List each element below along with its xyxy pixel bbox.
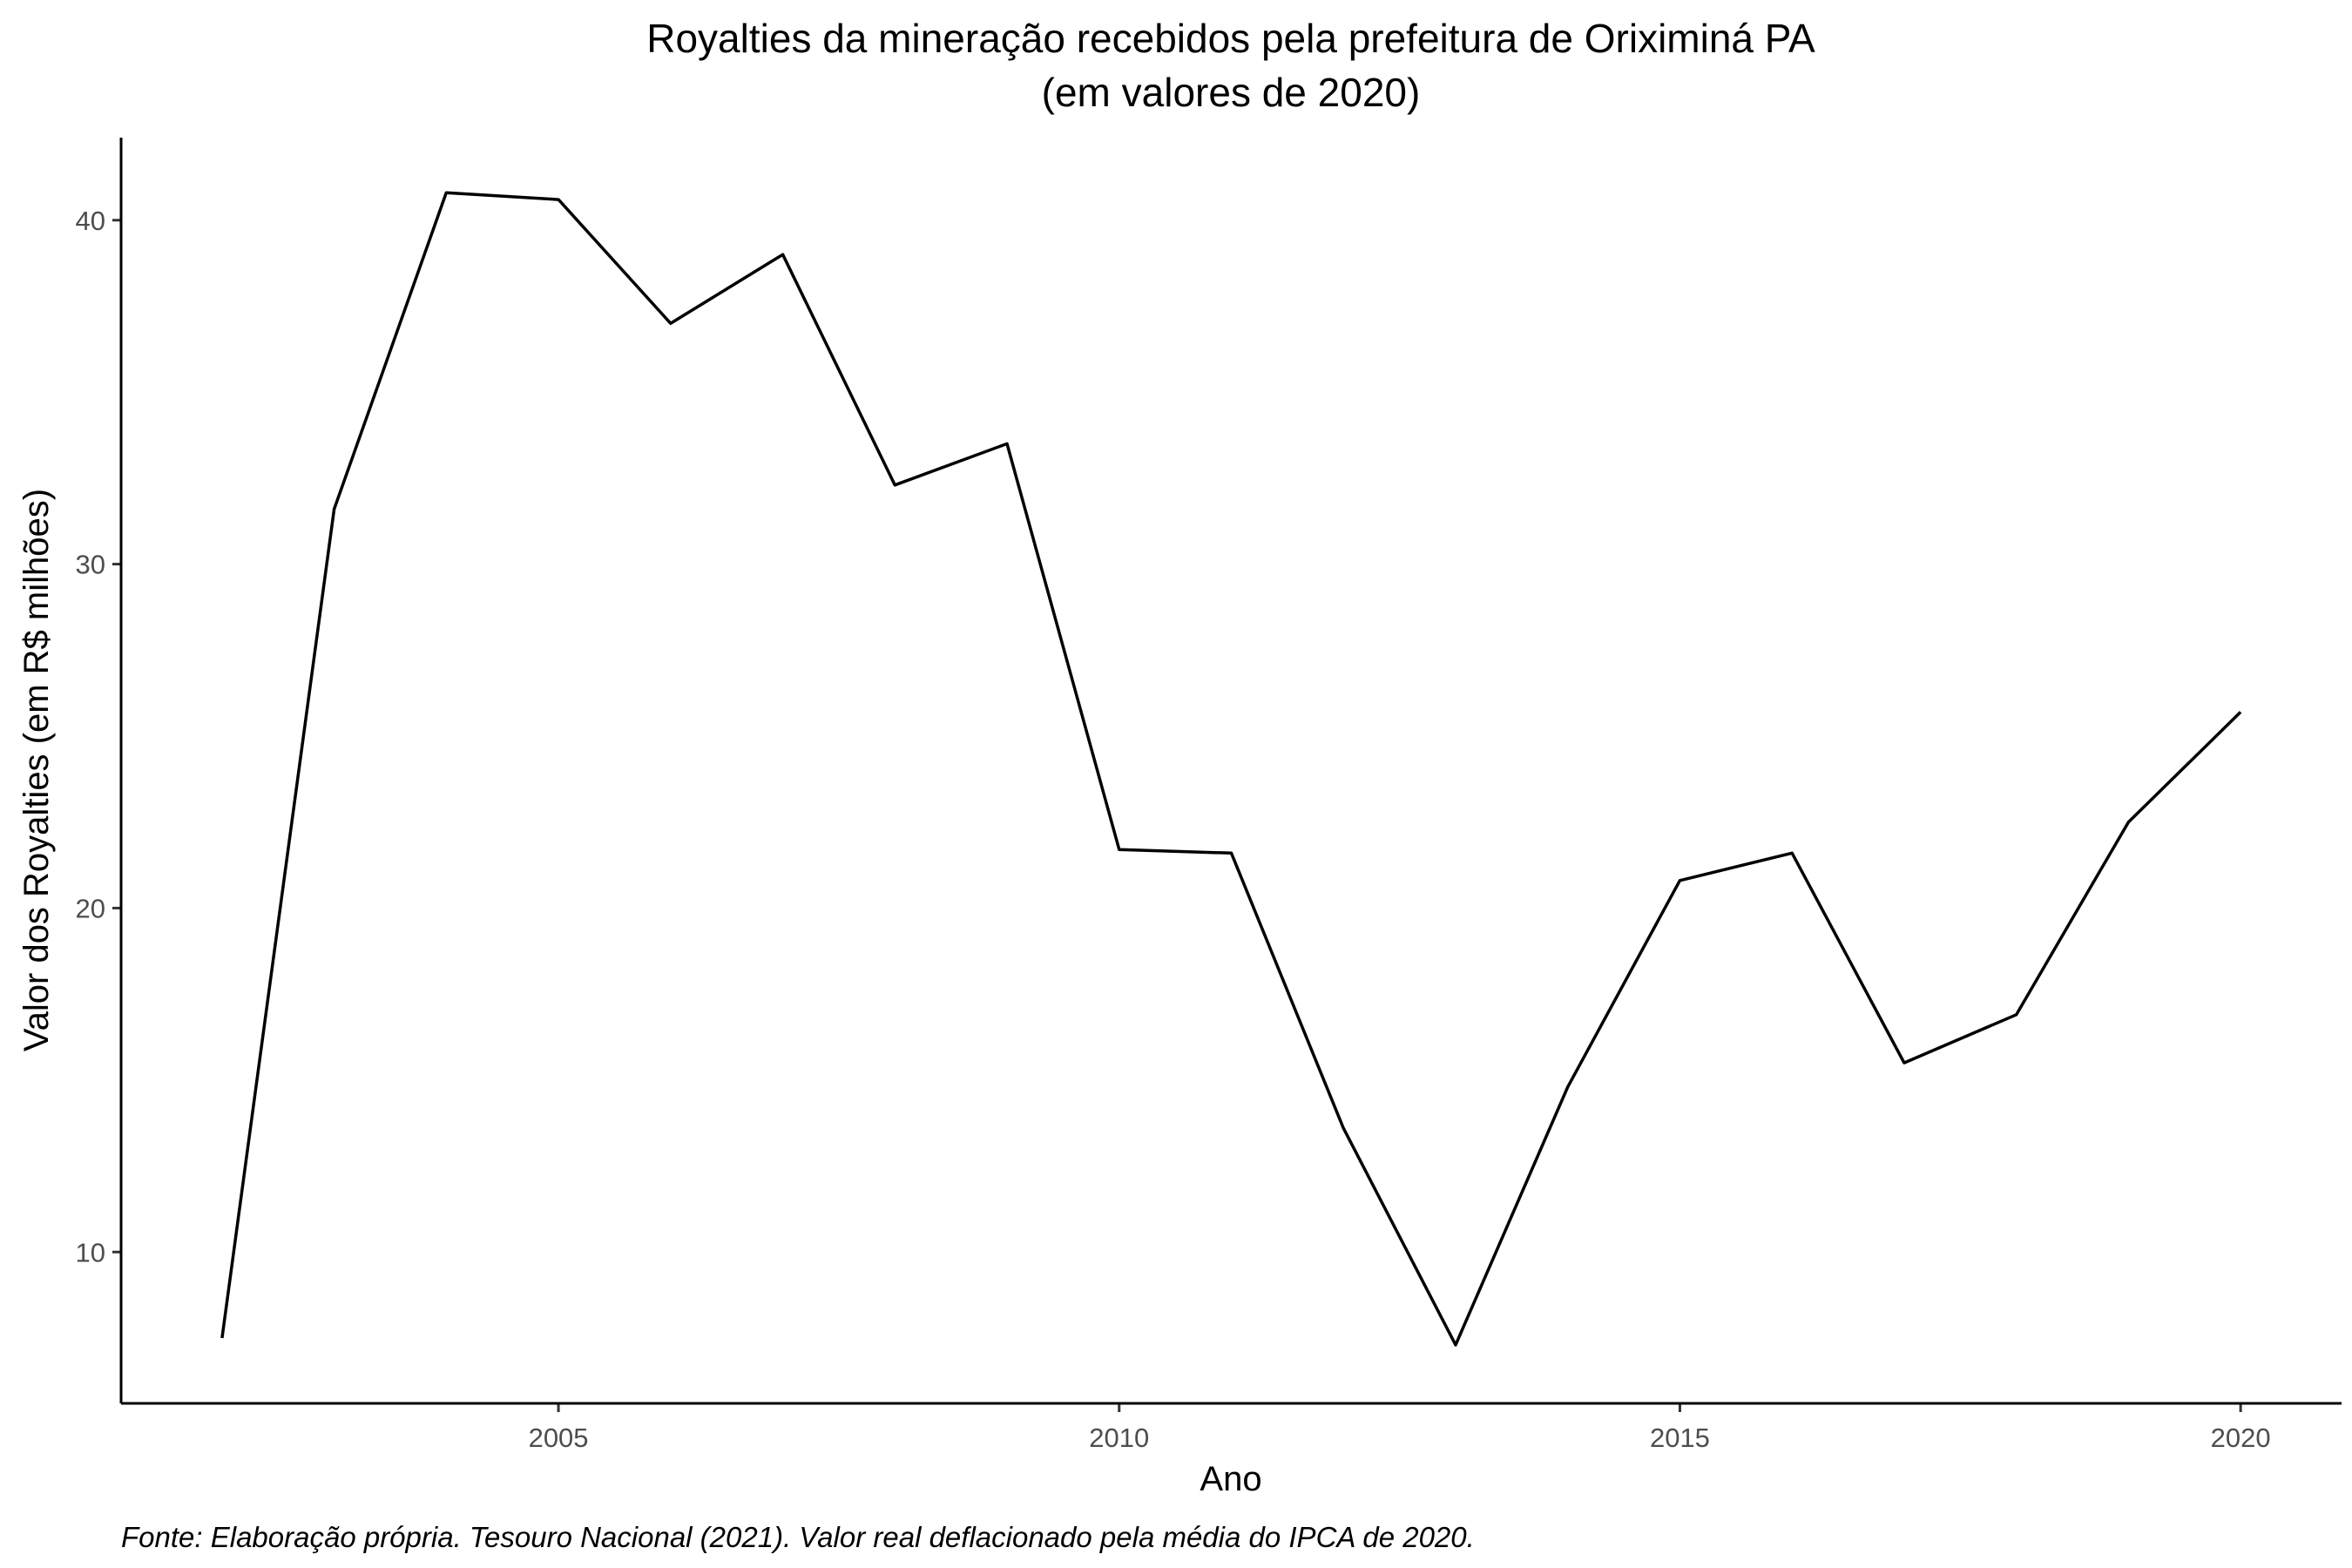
- chart-title-line-1: Royalties da mineração recebidos pela pr…: [646, 16, 1815, 61]
- x-tick-label: 2015: [1650, 1423, 1710, 1453]
- x-tick-label: 2010: [1089, 1423, 1149, 1453]
- y-tick-label: 30: [76, 550, 105, 580]
- y-axis-title: Valor dos Royalties (em R$ milhões): [17, 489, 56, 1051]
- x-tick-label: 2020: [2211, 1423, 2271, 1453]
- x-tick-label: 2005: [529, 1423, 589, 1453]
- y-tick-label: 10: [76, 1237, 105, 1267]
- x-axis-ticks: 2005 2010 2015 2020: [529, 1403, 2271, 1453]
- series-line: [220, 191, 2242, 1347]
- y-tick-label: 20: [76, 893, 105, 923]
- y-tick-label: 40: [76, 206, 105, 236]
- x-axis-title: Ano: [1200, 1460, 1261, 1498]
- chart-title-line-2: (em valores de 2020): [1042, 70, 1421, 115]
- chart-caption: Fonte: Elaboração própria. Tesouro Nacio…: [121, 1521, 1475, 1553]
- y-axis-ticks: 10 20 30 40: [76, 206, 121, 1267]
